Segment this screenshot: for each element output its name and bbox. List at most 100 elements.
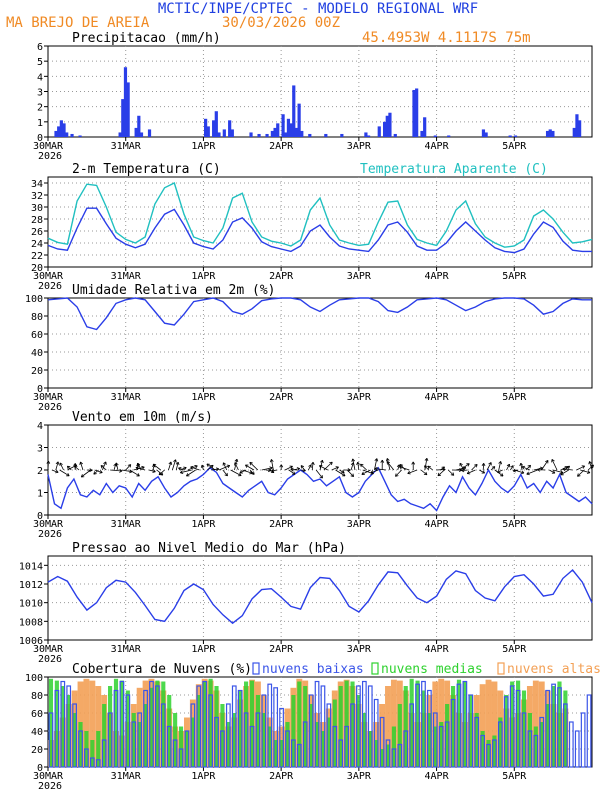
panel-title: Cobertura de Nuvens (%) xyxy=(72,662,252,677)
wind-arrow xyxy=(347,470,353,477)
precip-bar xyxy=(257,134,260,137)
precip-bar xyxy=(340,134,343,137)
wind-arrow-head xyxy=(427,458,428,461)
precip-bar xyxy=(265,134,268,137)
y-tick-label: 6 xyxy=(37,42,43,53)
x-tick-label: 3APR xyxy=(347,271,372,282)
wind-arrow xyxy=(231,470,242,476)
y-tick-label: 24 xyxy=(31,239,43,250)
cloud-bar-low xyxy=(575,731,579,767)
y-tick-label: 0 xyxy=(37,133,43,144)
wind-arrow-head xyxy=(191,466,194,467)
precip-bar xyxy=(223,129,226,137)
x-tick-label: 4APR xyxy=(425,771,450,782)
wind-arrow xyxy=(395,470,401,476)
cloud-legend-label: nuvens altas xyxy=(507,662,601,677)
precip-bar xyxy=(434,135,437,137)
precip-bar xyxy=(514,135,517,137)
wind-arrow xyxy=(360,464,366,470)
wind-arrow-head xyxy=(178,462,179,465)
x-tick-label: 31MAR xyxy=(111,392,142,403)
wind-arrow xyxy=(387,462,394,470)
wind-arrow-head xyxy=(587,473,590,474)
wind-arrow xyxy=(250,462,258,470)
cloud-legend-label: nuvens medias xyxy=(381,662,483,677)
x-tick-label: 3APR xyxy=(347,519,372,530)
y-tick-label: 34 xyxy=(31,179,43,190)
y-tick-label: 1010 xyxy=(19,599,43,610)
precip-bar xyxy=(551,131,554,137)
precip-bar xyxy=(207,126,210,137)
wind-arrow-head xyxy=(313,462,314,465)
x-year-label: 2026 xyxy=(38,281,62,292)
cloud-bar-low xyxy=(570,722,574,767)
y-tick-label: 30 xyxy=(31,203,43,214)
y-tick-label: 40 xyxy=(31,348,43,359)
y-tick-label: 40 xyxy=(31,727,43,738)
y-tick-label: 5 xyxy=(37,57,43,68)
x-tick-label: 31MAR xyxy=(111,141,142,152)
x-year-label: 2026 xyxy=(38,781,62,792)
x-tick-label: 4APR xyxy=(425,141,450,152)
precip-bar xyxy=(415,88,418,137)
cloud-legend-swatch xyxy=(253,663,259,674)
wind-arrow-head xyxy=(99,473,102,474)
x-tick-label: 31MAR xyxy=(111,644,142,655)
wind-arrow xyxy=(60,470,70,476)
x-tick-label: 1APR xyxy=(191,141,216,152)
y-tick-label: 2 xyxy=(37,466,43,477)
precip-bar xyxy=(231,129,234,137)
x-tick-label: 2APR xyxy=(269,644,294,655)
y-tick-label: 0 xyxy=(37,511,43,522)
precip-bar xyxy=(423,117,426,137)
x-tick-label: 1APR xyxy=(191,519,216,530)
y-tick-label: 100 xyxy=(25,294,43,305)
precip-bar xyxy=(217,132,220,137)
x-tick-label: 3APR xyxy=(347,644,372,655)
panel-title: Vento em 10m (m/s) xyxy=(72,410,213,425)
x-tick-label: 4APR xyxy=(425,392,450,403)
precip-bar xyxy=(367,135,370,137)
wind-arrow-head xyxy=(501,461,502,464)
y-tick-label: 4 xyxy=(37,421,43,432)
x-tick-label: 1APR xyxy=(191,271,216,282)
precip-bar xyxy=(300,131,303,137)
y-tick-label: 80 xyxy=(31,691,43,702)
wind-arrow xyxy=(316,470,322,478)
series-line-temperatura-aparente xyxy=(48,183,592,247)
wind-arrow-head xyxy=(129,472,132,473)
x-tick-label: 31MAR xyxy=(111,271,142,282)
run-datetime: 30/03/2026 00Z xyxy=(222,15,340,31)
wind-arrow-head xyxy=(521,473,524,474)
panel-frame xyxy=(48,177,592,267)
y-tick-label: 1014 xyxy=(19,561,43,572)
x-year-label: 2026 xyxy=(38,529,62,540)
y-tick-label: 1 xyxy=(37,489,43,500)
y-tick-label: 80 xyxy=(31,312,43,323)
precip-bar xyxy=(509,135,512,137)
x-tick-label: 4APR xyxy=(425,519,450,530)
y-tick-label: 1008 xyxy=(19,617,43,628)
precip-bar xyxy=(308,134,311,137)
y-tick-label: 0 xyxy=(37,763,43,774)
y-tick-label: 20 xyxy=(31,263,43,274)
y-tick-label: 3 xyxy=(37,444,43,455)
precip-bar xyxy=(249,132,252,137)
y-tick-label: 28 xyxy=(31,215,43,226)
wind-arrow-head xyxy=(377,458,378,461)
y-tick-label: 60 xyxy=(31,709,43,720)
wind-arrow-head xyxy=(152,472,155,473)
precip-bar xyxy=(127,82,130,137)
x-tick-label: 2APR xyxy=(269,392,294,403)
x-tick-label: 31MAR xyxy=(111,519,142,530)
x-tick-label: 3APR xyxy=(347,771,372,782)
y-tick-label: 60 xyxy=(31,330,43,341)
precip-bar xyxy=(65,132,68,137)
y-tick-label: 3 xyxy=(37,88,43,99)
wind-arrow-head xyxy=(237,459,238,462)
x-tick-label: 5APR xyxy=(502,519,527,530)
